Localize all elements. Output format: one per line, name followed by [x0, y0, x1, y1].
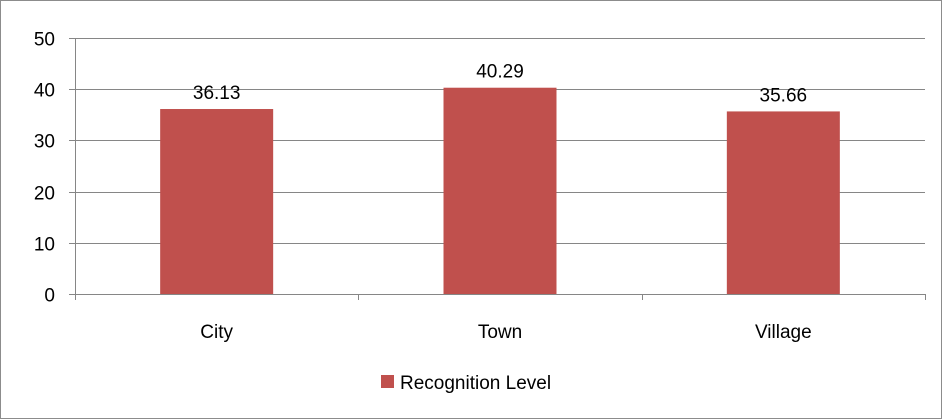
data-label: 36.13 [193, 83, 241, 104]
legend: Recognition Level [381, 373, 551, 394]
data-label: 40.29 [476, 62, 524, 83]
x-tick-labels: City Town Village [200, 322, 811, 343]
y-tick-label: 40 [34, 81, 55, 102]
bar-town [443, 87, 557, 294]
y-tick-label: 20 [34, 184, 55, 205]
y-tick-label: 0 [44, 286, 55, 307]
data-label: 35.66 [760, 85, 808, 106]
y-tick-label: 10 [34, 235, 55, 256]
data-labels: 36.13 40.29 35.66 [193, 62, 807, 107]
legend-label: Recognition Level [400, 373, 551, 394]
x-tick-label: Village [755, 322, 812, 343]
x-tick-label: Town [478, 322, 522, 343]
bar-village [726, 111, 840, 294]
y-tick-label: 50 [34, 30, 55, 51]
bar-city [160, 109, 274, 294]
axes [69, 38, 926, 300]
y-tick-label: 30 [34, 132, 55, 153]
bars [160, 87, 840, 294]
legend-swatch [381, 375, 394, 388]
y-tick-labels: 0 10 20 30 40 50 [34, 30, 55, 307]
x-tick-label: City [200, 322, 233, 343]
